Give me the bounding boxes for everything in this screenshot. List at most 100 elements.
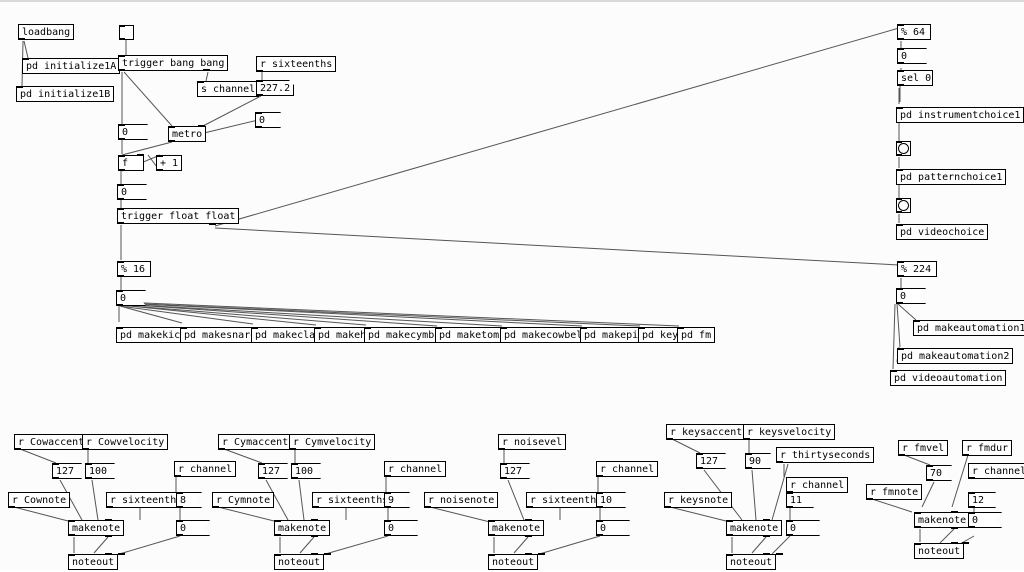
number-cow-velocity-value[interactable]: 100: [85, 463, 115, 479]
object-noteout-keys[interactable]: noteout: [726, 554, 777, 570]
object-pd-makeautomation2[interactable]: pd makeautomation2: [897, 348, 1014, 364]
inlet-nub: [538, 553, 545, 555]
object-loadbang[interactable]: loadbang: [18, 24, 75, 40]
object-receive-sixteenths-noise[interactable]: r sixteenths: [526, 492, 607, 508]
object-receive-cymnote[interactable]: r Cymnote: [212, 492, 275, 508]
object-pd-fm[interactable]: pd fm: [677, 327, 716, 343]
toggle-metro-onoff[interactable]: [119, 25, 134, 40]
object-trigger-float-float[interactable]: trigger float float: [117, 208, 240, 224]
object-mod-64[interactable]: % 64: [897, 24, 931, 40]
object-receive-keysvelocity[interactable]: r keysvelocity: [743, 424, 836, 440]
number-noise-velocity-value[interactable]: 127: [500, 463, 530, 479]
object-receive-cymaccent[interactable]: r Cymaccent: [218, 434, 293, 450]
number-cym-channel-value[interactable]: 9: [384, 492, 410, 508]
object-receive-channel-keys[interactable]: r channel: [786, 477, 849, 493]
object-receive-sixteenths-cow[interactable]: r sixteenths: [106, 492, 187, 508]
number-keys-channel-value[interactable]: 11: [786, 492, 814, 508]
object-receive-noisevel[interactable]: r noisevel: [498, 434, 567, 450]
object-receive-channel-fm[interactable]: r channel: [968, 463, 1024, 479]
object-receive-thirtyseconds[interactable]: r thirtyseconds: [776, 447, 875, 463]
bang-instrument-trigger[interactable]: [896, 141, 911, 156]
inlet-nub: [951, 511, 958, 513]
number-counter-display[interactable]: 0: [118, 124, 148, 140]
inlet-nub: [763, 519, 770, 521]
number-keys-accent-value[interactable]: 127: [696, 453, 726, 469]
object-receive-channel-cow[interactable]: r channel: [174, 461, 237, 477]
object-pd-makeclap[interactable]: pd makeclap: [251, 327, 326, 343]
object-noteout-noise[interactable]: noteout: [488, 554, 539, 570]
object-pd-keys[interactable]: pd keys: [638, 327, 689, 343]
object-pd-maketoms[interactable]: pd maketoms: [435, 327, 510, 343]
object-makenote-noise[interactable]: makenote: [488, 520, 545, 536]
object-pd-videoautomation[interactable]: pd videoautomation: [890, 370, 1007, 386]
outlet-nub: [209, 223, 216, 225]
object-pd-initialize1a[interactable]: pd initialize1A: [22, 58, 121, 74]
object-float[interactable]: f: [118, 155, 144, 171]
object-pd-patternchoice1[interactable]: pd patternchoice1: [896, 169, 1007, 185]
number-cym-accent-value[interactable]: 127: [258, 463, 288, 479]
object-increment[interactable]: + 1: [156, 155, 183, 171]
number-tempo-ms[interactable]: 227.2: [256, 80, 294, 96]
object-makenote-cym[interactable]: makenote: [274, 520, 331, 536]
object-makenote-keys[interactable]: makenote: [726, 520, 783, 536]
number-cow-channel-value[interactable]: 8: [176, 492, 202, 508]
object-receive-keysnote[interactable]: r keysnote: [664, 492, 733, 508]
object-select-0[interactable]: sel 0: [897, 70, 933, 86]
object-receive-fmvel[interactable]: r fmvel: [898, 440, 949, 456]
object-mod-224[interactable]: % 224: [897, 261, 937, 277]
object-noteout-cym[interactable]: noteout: [274, 554, 325, 570]
object-receive-keysaccent[interactable]: r keysaccent: [666, 424, 747, 440]
inlet-nub: [198, 125, 205, 127]
object-mod-16[interactable]: % 16: [117, 261, 151, 277]
number-cow-accent-value[interactable]: 127: [52, 463, 82, 479]
outlet-nub: [203, 69, 210, 71]
object-trigger-bang-bang[interactable]: trigger bang bang: [118, 55, 229, 71]
object-receive-cownote[interactable]: r Cownote: [8, 492, 71, 508]
object-pd-makesnare[interactable]: pd makesnare: [180, 327, 261, 343]
object-receive-cowaccent[interactable]: r Cowaccent: [14, 434, 89, 450]
object-makenote-cow[interactable]: makenote: [68, 520, 125, 536]
object-receive-fmdur[interactable]: r fmdur: [962, 440, 1013, 456]
object-pd-makekick[interactable]: pd makekick: [116, 327, 191, 343]
bang-circle-icon: [898, 200, 909, 211]
number-noise-channel-out[interactable]: 0: [596, 520, 630, 536]
number-cow-channel-out[interactable]: 0: [176, 520, 210, 536]
object-send-channel[interactable]: s channel: [197, 81, 260, 97]
object-noteout-fm[interactable]: noteout: [914, 543, 965, 559]
number-step-224[interactable]: 0: [896, 288, 926, 304]
number-count-display[interactable]: 0: [117, 184, 147, 200]
number-fm-channel-out[interactable]: 0: [968, 512, 1002, 528]
object-receive-sixteenths-cym[interactable]: r sixteenths: [312, 492, 393, 508]
number-keys-velocity-value[interactable]: 90: [745, 453, 771, 469]
bang-pattern-trigger[interactable]: [896, 198, 911, 213]
object-receive-cowvelocity[interactable]: r Cowvelocity: [82, 434, 169, 450]
number-cym-channel-out[interactable]: 0: [384, 520, 418, 536]
number-step-16[interactable]: 0: [116, 290, 146, 306]
inlet-nub: [951, 542, 958, 544]
number-fm-velocity-value[interactable]: 70: [926, 465, 952, 481]
object-noteout-cow[interactable]: noteout: [68, 554, 119, 570]
object-pd-initialize1b[interactable]: pd initialize1B: [16, 86, 115, 102]
number-fm-channel-value[interactable]: 12: [968, 492, 996, 508]
object-receive-noisenote[interactable]: r noisenote: [424, 492, 499, 508]
object-pd-videochoice[interactable]: pd videochoice: [896, 224, 989, 240]
inlet-nub: [962, 542, 969, 544]
object-makenote-fm[interactable]: makenote: [914, 512, 971, 528]
object-receive-sixteenths[interactable]: r sixteenths: [256, 56, 337, 72]
inlet-nub: [105, 519, 112, 521]
object-pd-makeautomation1[interactable]: pd makeautomation1: [913, 320, 1024, 336]
number-metro-interval[interactable]: 0: [255, 112, 281, 128]
number-keys-channel-out[interactable]: 0: [786, 520, 820, 536]
number-noise-channel-value[interactable]: 10: [596, 492, 626, 508]
object-receive-cymvelocity[interactable]: r Cymvelocity: [289, 434, 376, 450]
object-receive-fmnote[interactable]: r fmnote: [866, 484, 923, 500]
number-cym-velocity-value[interactable]: 100: [291, 463, 321, 479]
number-step-64[interactable]: 0: [897, 48, 927, 64]
object-pd-instrumentchoice1[interactable]: pd instrumentchoice1: [896, 107, 1024, 123]
object-receive-channel-cym[interactable]: r channel: [384, 461, 447, 477]
object-pd-makecowbell[interactable]: pd makecowbell: [500, 327, 593, 343]
inlet-nub: [311, 519, 318, 521]
object-receive-channel-noise[interactable]: r channel: [596, 461, 659, 477]
object-metro[interactable]: metro: [168, 126, 207, 142]
